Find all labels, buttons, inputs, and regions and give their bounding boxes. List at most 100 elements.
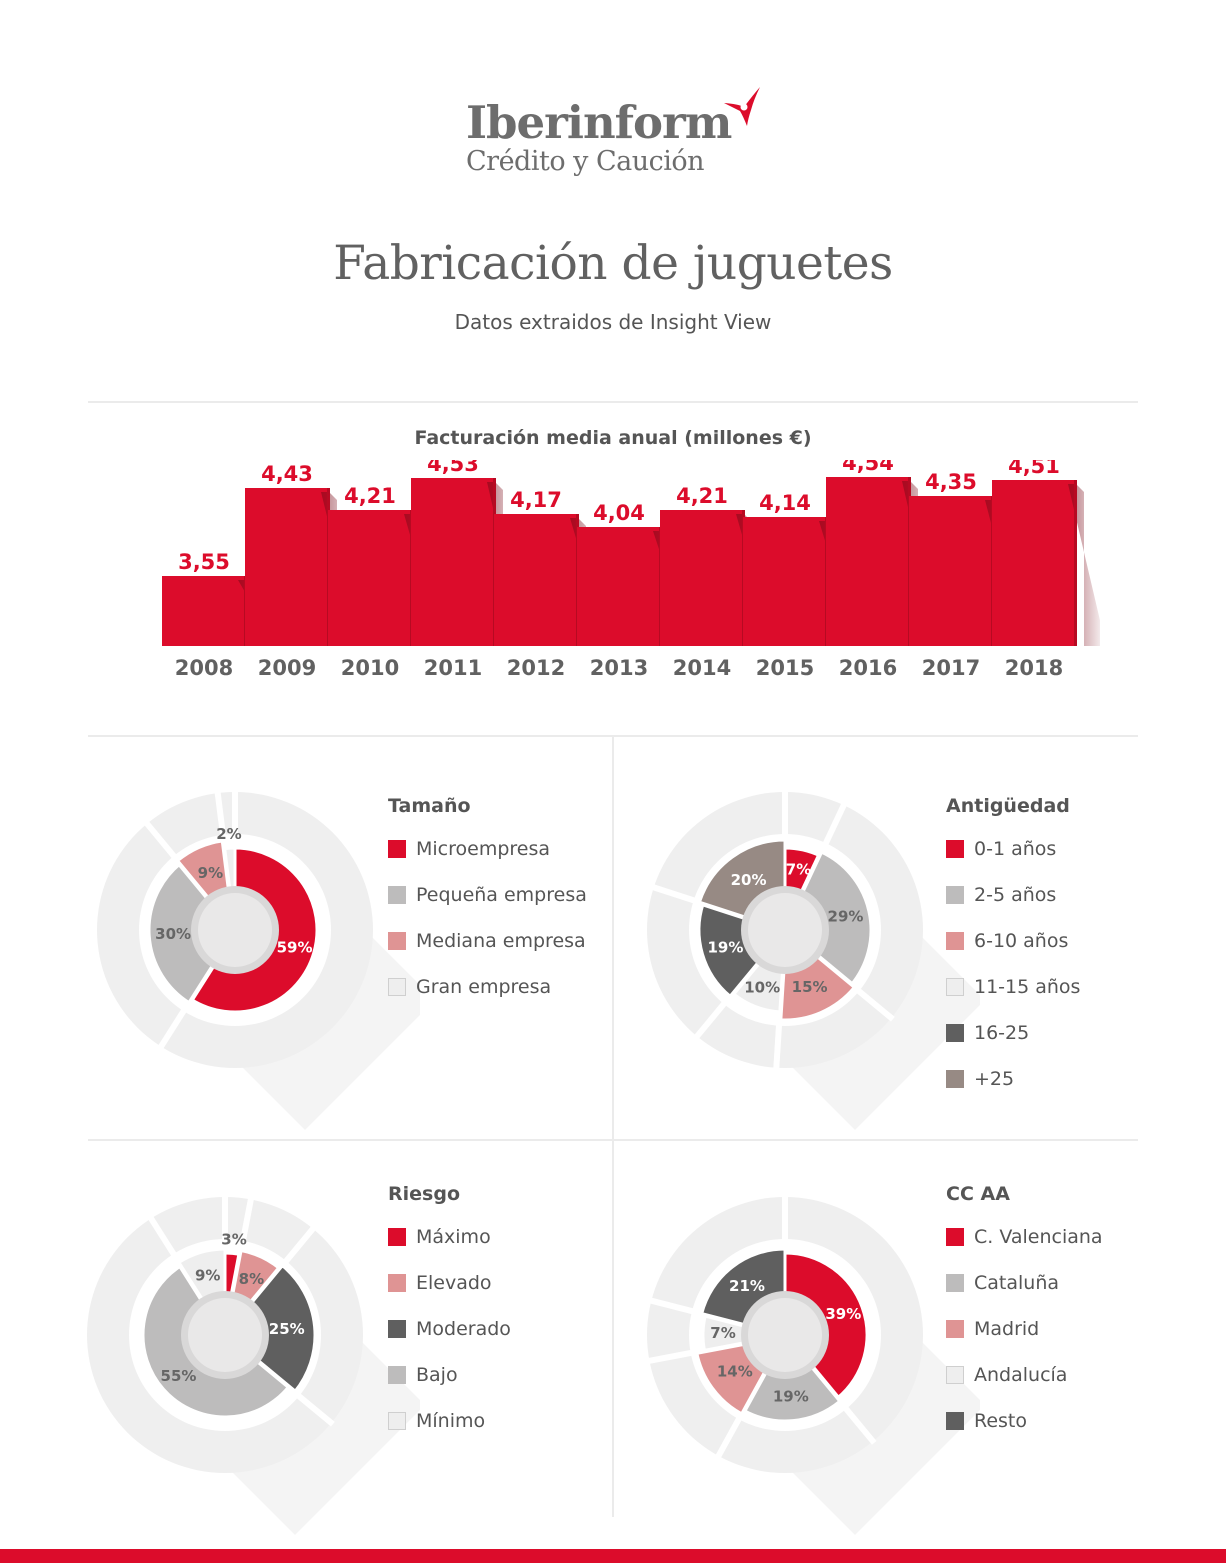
divider xyxy=(612,737,614,1517)
legend-item: Cataluña xyxy=(946,1272,1126,1296)
bar-category-label: 2010 xyxy=(341,656,399,680)
bar-category-label: 2009 xyxy=(258,656,316,680)
legend-item: 2-5 años xyxy=(946,884,1126,908)
legend-swatch xyxy=(946,1320,964,1338)
legend-swatch xyxy=(946,1228,964,1246)
bar-value-label: 4,14 xyxy=(759,491,811,515)
legend-item: Pequeña empresa xyxy=(388,884,608,908)
legend-antiguedad: Antigüedad 0-1 años 2-5 años 6-10 años 11-15… xyxy=(946,795,1126,1114)
donut-value-label: 21% xyxy=(729,1277,765,1295)
legend-label: Cataluña xyxy=(974,1272,1060,1294)
legend-label: 16-25 xyxy=(974,1022,1030,1044)
bar-value-label: 4,04 xyxy=(593,501,645,525)
donut-value-label: 10% xyxy=(744,979,780,997)
legend-swatch xyxy=(946,840,964,858)
donut-value-label: 25% xyxy=(269,1320,305,1338)
legend-item: 11-15 años xyxy=(946,976,1126,1000)
legend-item: Moderado xyxy=(388,1318,608,1342)
donut-value-label: 14% xyxy=(717,1362,753,1380)
legend-item: 16-25 xyxy=(946,1022,1126,1046)
legend-tamano: Tamaño Microempresa Pequeña empresa Mediana… xyxy=(388,795,608,1022)
bar-category-label: 2013 xyxy=(590,656,648,680)
legend-item: Gran empresa xyxy=(388,976,608,1000)
legend-swatch xyxy=(946,932,964,950)
footer-accent-bar xyxy=(0,1549,1226,1563)
legend-label: Resto xyxy=(974,1410,1028,1432)
bar-category-label: 2014 xyxy=(673,656,731,680)
donut-chart-ccaa: 39% 19% 14% 7% 21% xyxy=(646,1195,980,1535)
brand-subtitle: Crédito y Caución xyxy=(466,146,705,177)
legend-swatch xyxy=(388,1228,406,1246)
legend-swatch xyxy=(388,1366,406,1384)
legend-label: Pequeña empresa xyxy=(416,884,587,906)
legend-item: C. Valenciana xyxy=(946,1226,1126,1250)
donut-value-label: 39% xyxy=(825,1305,861,1323)
bar-chart-title: Facturación media anual (millones €) xyxy=(414,427,812,449)
legend-item: Elevado xyxy=(388,1272,608,1296)
donut-chart-antiguedad: 7% 29% 15% 10% 19% 20% xyxy=(647,790,980,1130)
legend-swatch xyxy=(388,978,406,996)
bar-category-label: 2015 xyxy=(756,656,814,680)
legend-item: Mediana empresa xyxy=(388,930,608,954)
legend-swatch xyxy=(946,1274,964,1292)
donut-value-label: 3% xyxy=(221,1230,246,1248)
legend-item: 6-10 años xyxy=(946,930,1126,954)
legend-item: Máximo xyxy=(388,1226,608,1250)
bar-value-label: 4,21 xyxy=(676,484,728,508)
bar-value-label: 4,53 xyxy=(427,460,479,476)
bar-category-label: 2011 xyxy=(424,656,482,680)
legend-item: +25 xyxy=(946,1068,1126,1092)
bar-value-label: 4,21 xyxy=(344,484,396,508)
legend-label: Microempresa xyxy=(416,838,551,860)
legend-label: Mínimo xyxy=(416,1410,486,1432)
legend-label: Gran empresa xyxy=(416,976,552,998)
legend-swatch xyxy=(388,840,406,858)
donut-value-label: 15% xyxy=(792,978,828,996)
page-subtitle: Datos extraidos de Insight View xyxy=(454,310,772,334)
legend-item: Madrid xyxy=(946,1318,1126,1342)
donut-value-label: 19% xyxy=(773,1388,809,1406)
donut-value-label: 19% xyxy=(708,938,744,956)
legend-label: 11-15 años xyxy=(974,976,1081,998)
legend-item: Bajo xyxy=(388,1364,608,1388)
bar-value-label: 4,54 xyxy=(842,460,894,475)
legend-title: CC AA xyxy=(946,1183,1010,1205)
legend-swatch xyxy=(388,932,406,950)
donut-value-label: 59% xyxy=(277,938,313,956)
bar-value-label: 3,55 xyxy=(178,550,230,574)
divider xyxy=(88,735,1138,737)
bar-2018 xyxy=(992,480,1100,646)
legend-swatch xyxy=(388,1320,406,1338)
donut-value-label: 55% xyxy=(161,1367,197,1385)
donut-chart-tamano: 59% 30% 9% 2% xyxy=(97,790,420,1130)
legend-swatch xyxy=(946,1024,964,1042)
donut-value-label: 29% xyxy=(828,907,864,925)
bar-value-label: 4,43 xyxy=(261,462,313,486)
donut-chart-riesgo: 3% 8% 25% 55% 9% xyxy=(87,1195,420,1535)
legend-item: Resto xyxy=(946,1410,1126,1434)
legend-ccaa: CC AA C. Valenciana Cataluña Madrid Andalucí… xyxy=(946,1183,1126,1456)
legend-title: Tamaño xyxy=(388,795,471,817)
legend-label: Madrid xyxy=(974,1318,1040,1340)
legend-label: Mediana empresa xyxy=(416,930,586,952)
legend-label: Moderado xyxy=(416,1318,511,1340)
donut-value-label: 9% xyxy=(195,1266,220,1284)
legend-swatch xyxy=(388,886,406,904)
donut-value-label: 7% xyxy=(786,860,811,878)
legend-item: Andalucía xyxy=(946,1364,1126,1388)
bar-value-label: 4,51 xyxy=(1008,460,1060,478)
legend-title: Antigüedad xyxy=(946,795,1070,817)
legend-label: Elevado xyxy=(416,1272,492,1294)
divider xyxy=(88,401,1138,403)
page-title: Fabricación de juguetes xyxy=(333,236,893,291)
legend-label: Andalucía xyxy=(974,1364,1068,1386)
bar-category-label: 2008 xyxy=(175,656,233,680)
brand-name: Iberinform xyxy=(466,96,732,149)
legend-label: Máximo xyxy=(416,1226,491,1248)
bar-category-label: 2017 xyxy=(922,656,980,680)
legend-swatch xyxy=(388,1274,406,1292)
legend-swatch xyxy=(946,978,964,996)
legend-item: 0-1 años xyxy=(946,838,1126,862)
legend-swatch xyxy=(946,1070,964,1088)
legend-label: +25 xyxy=(974,1068,1015,1090)
